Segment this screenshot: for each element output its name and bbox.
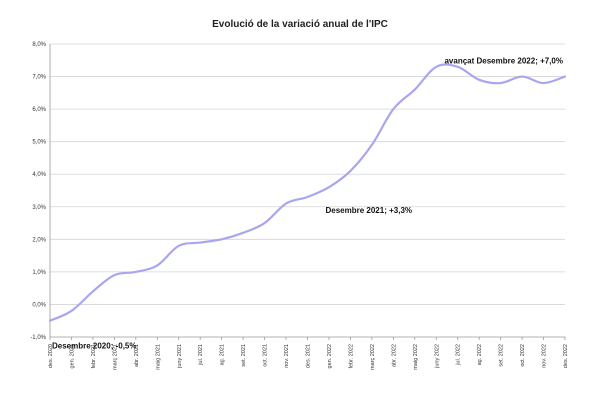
x-tick-label: febr. 2022 (348, 344, 354, 368)
x-tick-label: ag. 2022 (477, 344, 483, 365)
y-tick-label: 6,0% (32, 107, 46, 113)
data-point (156, 264, 159, 267)
data-point (113, 274, 116, 277)
x-tick-label: gen. 2022 (327, 344, 333, 368)
x-tick-label: maig 2022 (413, 344, 419, 370)
gridlines (50, 43, 565, 338)
y-tick-label: 0,0% (32, 302, 46, 308)
x-tick-labels: des. 2020 gen. 2021 febr. 2021 març 2021 abr… (48, 344, 569, 370)
data-point (392, 108, 395, 111)
x-tick-label: des. 2022 (563, 344, 569, 368)
data-point (413, 88, 416, 91)
data-point (306, 196, 309, 199)
data-point (199, 241, 202, 244)
data-point (70, 309, 73, 312)
x-tick-label: nov. 2022 (542, 344, 548, 368)
series-lines (48, 63, 567, 322)
x-tick-label: ag. 2021 (220, 344, 226, 365)
x-tick-label: abr. 2021 (134, 344, 140, 367)
x-tick-label: des. 2021 (306, 344, 312, 368)
axes (49, 44, 566, 340)
series-line (48, 63, 567, 322)
y-tick-label: -1,0% (30, 335, 46, 341)
annotations: Desembre 2020; -0,5% Desembre 2021; +3,3%… (52, 57, 563, 351)
data-point (456, 65, 459, 68)
x-tick-label: juny 2022 (434, 344, 440, 369)
y-tick-label: 2,0% (32, 237, 46, 243)
y-tick-label: 7,0% (32, 75, 46, 81)
data-point (349, 169, 352, 172)
data-point (91, 290, 94, 293)
data-point (134, 270, 137, 273)
y-tick-label: 1,0% (32, 270, 46, 276)
x-tick-label: oct. 2022 (520, 344, 526, 367)
chart-title: Evolució de la variació anual de l'IPC (212, 19, 388, 30)
y-tick-label: 5,0% (32, 140, 46, 146)
x-tick-label: abr. 2022 (391, 344, 397, 367)
data-point (263, 222, 266, 225)
data-point (435, 65, 438, 68)
data-point (177, 244, 180, 247)
x-tick-label: gen. 2021 (69, 344, 75, 368)
x-tick-label: des. 2020 (48, 344, 54, 368)
annotation-label: Desembre 2020; -0,5% (52, 342, 137, 351)
x-tick-label: set. 2022 (499, 344, 505, 367)
data-point (327, 186, 330, 189)
x-tick-label: nov. 2021 (284, 344, 290, 368)
x-tick-label: oct. 2021 (263, 344, 269, 367)
data-point (499, 82, 502, 85)
x-tick-label: jul. 2022 (456, 344, 462, 366)
data-point (242, 231, 245, 234)
data-point (285, 202, 288, 205)
x-tick-label: set. 2021 (241, 344, 247, 367)
y-tick-label: 8,0% (32, 42, 46, 48)
data-point (478, 78, 481, 81)
data-point (220, 238, 223, 241)
x-tick-label: juny 2021 (177, 344, 183, 369)
x-tick-label: jul. 2021 (198, 344, 204, 366)
data-point (49, 319, 52, 322)
x-tick-label: febr. 2021 (91, 344, 97, 368)
annotation-label: Desembre 2021; +3,3% (326, 206, 413, 215)
y-tick-label: 3,0% (32, 205, 46, 211)
data-point (521, 75, 524, 78)
x-tick-label: març 2021 (112, 344, 118, 370)
data-point (370, 143, 373, 146)
x-tick-label: març 2022 (370, 344, 376, 370)
data-point (564, 75, 567, 78)
y-tick-label: 4,0% (32, 172, 46, 178)
annotation-label: avançat Desembre 2022; +7,0% (444, 57, 563, 66)
y-tick-labels: -1,0% 0,0% 1,0% 2,0% 3,0% 4,0% 5,0% 6,0% 7,0% 8,0… (30, 42, 46, 341)
data-point (542, 82, 545, 85)
x-tick-label: maig 2021 (155, 344, 161, 370)
